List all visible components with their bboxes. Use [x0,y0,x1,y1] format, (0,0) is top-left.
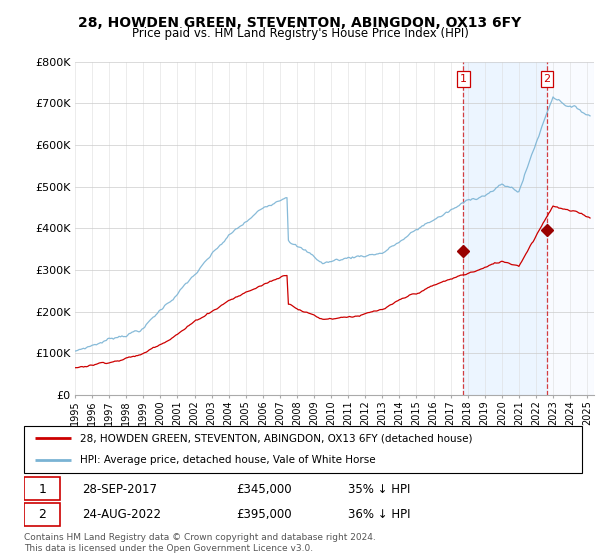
Bar [24,477,60,500]
Bar [547,62,594,395]
Text: 28, HOWDEN GREEN, STEVENTON, ABINGDON, OX13 6FY (detached house): 28, HOWDEN GREEN, STEVENTON, ABINGDON, O… [80,433,472,444]
Text: £345,000: £345,000 [236,483,292,496]
Text: 28, HOWDEN GREEN, STEVENTON, ABINGDON, OX13 6FY: 28, HOWDEN GREEN, STEVENTON, ABINGDON, O… [79,16,521,30]
Text: HPI: Average price, detached house, Vale of White Horse: HPI: Average price, detached house, Vale… [80,455,376,465]
Text: £395,000: £395,000 [236,508,292,521]
Text: 1: 1 [38,483,46,496]
Bar [24,503,60,526]
Bar [463,62,547,395]
Text: 2: 2 [38,508,46,521]
Text: Contains HM Land Registry data © Crown copyright and database right 2024.
This d: Contains HM Land Registry data © Crown c… [24,533,376,553]
Text: 35% ↓ HPI: 35% ↓ HPI [347,483,410,496]
Text: 1: 1 [460,74,467,84]
Text: 36% ↓ HPI: 36% ↓ HPI [347,508,410,521]
Text: 28-SEP-2017: 28-SEP-2017 [83,483,158,496]
Text: 2: 2 [544,74,551,84]
Text: 24-AUG-2022: 24-AUG-2022 [83,508,161,521]
Text: Price paid vs. HM Land Registry's House Price Index (HPI): Price paid vs. HM Land Registry's House … [131,27,469,40]
